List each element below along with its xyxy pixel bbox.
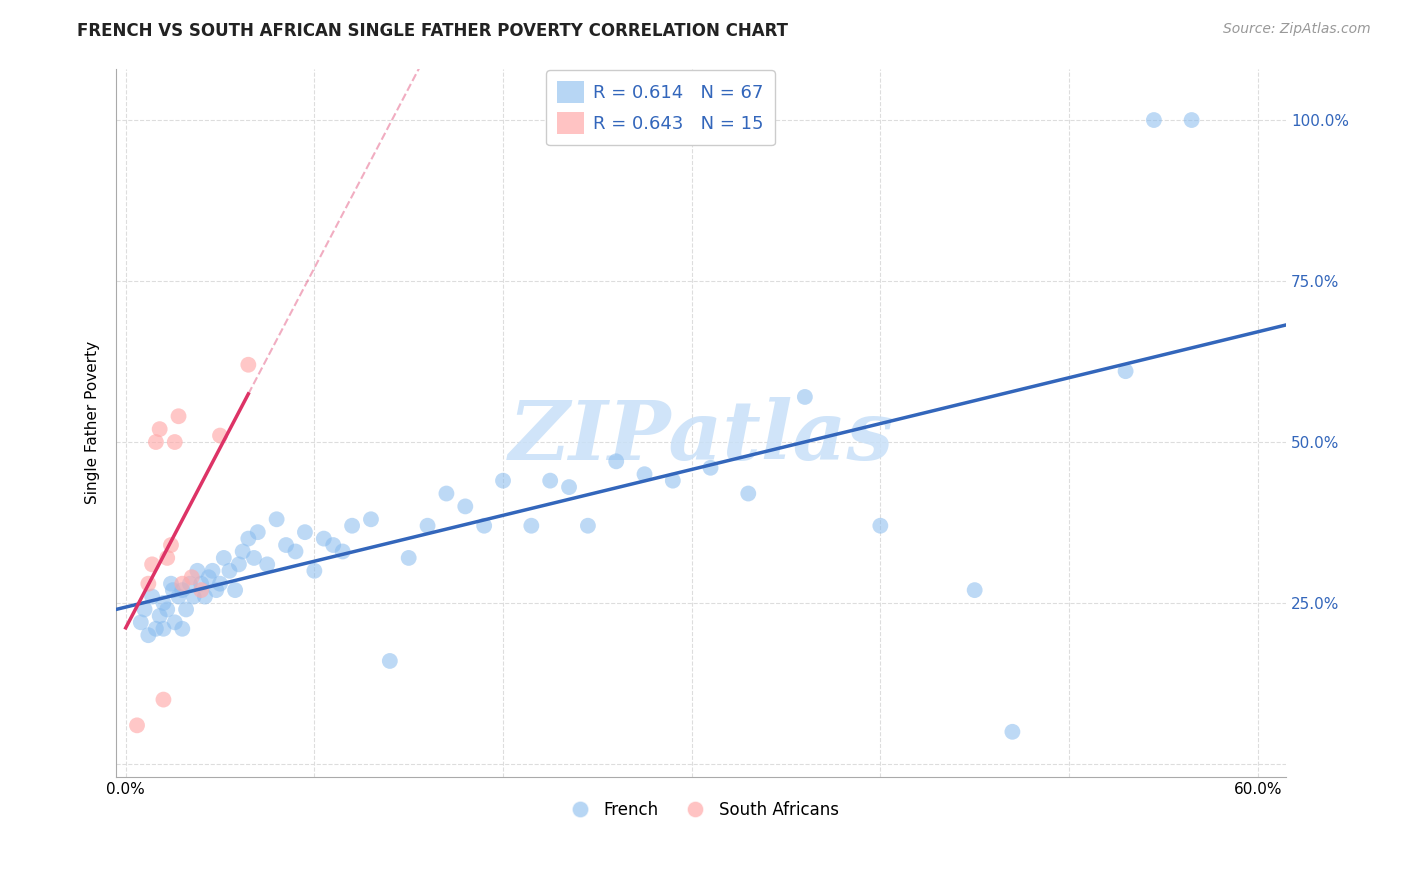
- Point: [163, 435, 186, 450]
- Point: [156, 602, 179, 616]
- Point: [284, 544, 307, 558]
- Point: [172, 576, 194, 591]
- Point: [167, 590, 190, 604]
- Point: [558, 480, 581, 494]
- Point: [416, 518, 439, 533]
- Point: [340, 518, 363, 533]
- Point: [205, 583, 228, 598]
- Point: [1115, 364, 1137, 378]
- Point: [145, 622, 167, 636]
- Point: [238, 358, 260, 372]
- Point: [454, 500, 477, 514]
- Text: Source: ZipAtlas.com: Source: ZipAtlas.com: [1223, 22, 1371, 37]
- Point: [633, 467, 655, 482]
- Point: [605, 454, 627, 468]
- Point: [312, 532, 335, 546]
- Point: [492, 474, 515, 488]
- Point: [472, 518, 495, 533]
- Point: [436, 486, 458, 500]
- Point: [141, 590, 163, 604]
- Point: [360, 512, 382, 526]
- Point: [266, 512, 288, 526]
- Point: [699, 460, 721, 475]
- Point: [520, 518, 543, 533]
- Point: [163, 615, 186, 630]
- Point: [378, 654, 401, 668]
- Point: [138, 628, 160, 642]
- Point: [246, 525, 269, 540]
- Point: [152, 692, 174, 706]
- Text: ZIPatlas: ZIPatlas: [509, 397, 894, 477]
- Point: [208, 428, 231, 442]
- Point: [167, 409, 190, 424]
- Point: [256, 558, 278, 572]
- Point: [152, 596, 174, 610]
- Point: [152, 622, 174, 636]
- Point: [194, 590, 217, 604]
- Point: [145, 435, 167, 450]
- Point: [134, 602, 156, 616]
- Point: [174, 602, 197, 616]
- Legend: French, South Africans: French, South Africans: [557, 794, 845, 825]
- Point: [218, 564, 240, 578]
- Text: FRENCH VS SOUTH AFRICAN SINGLE FATHER POVERTY CORRELATION CHART: FRENCH VS SOUTH AFRICAN SINGLE FATHER PO…: [77, 22, 789, 40]
- Point: [162, 583, 184, 598]
- Point: [1143, 113, 1166, 128]
- Point: [294, 525, 316, 540]
- Point: [538, 474, 561, 488]
- Point: [212, 550, 235, 565]
- Point: [138, 576, 160, 591]
- Point: [190, 583, 212, 598]
- Point: [963, 583, 986, 598]
- Point: [141, 558, 163, 572]
- Point: [156, 550, 179, 565]
- Point: [149, 422, 172, 436]
- Point: [243, 550, 266, 565]
- Point: [228, 558, 250, 572]
- Point: [183, 590, 205, 604]
- Point: [662, 474, 685, 488]
- Point: [160, 538, 183, 552]
- Point: [180, 570, 202, 584]
- Point: [304, 564, 326, 578]
- Point: [398, 550, 420, 565]
- Point: [190, 576, 212, 591]
- Point: [322, 538, 344, 552]
- Point: [232, 544, 254, 558]
- Point: [224, 583, 246, 598]
- Y-axis label: Single Father Poverty: Single Father Poverty: [86, 341, 100, 504]
- Point: [737, 486, 759, 500]
- Point: [129, 615, 152, 630]
- Point: [576, 518, 599, 533]
- Point: [160, 576, 183, 591]
- Point: [332, 544, 354, 558]
- Point: [197, 570, 219, 584]
- Point: [1001, 724, 1024, 739]
- Point: [238, 532, 260, 546]
- Point: [125, 718, 148, 732]
- Point: [274, 538, 297, 552]
- Point: [208, 576, 231, 591]
- Point: [1181, 113, 1204, 128]
- Point: [172, 583, 194, 598]
- Point: [186, 564, 208, 578]
- Point: [179, 576, 201, 591]
- Point: [869, 518, 891, 533]
- Point: [149, 608, 172, 623]
- Point: [793, 390, 815, 404]
- Point: [172, 622, 194, 636]
- Point: [201, 564, 224, 578]
